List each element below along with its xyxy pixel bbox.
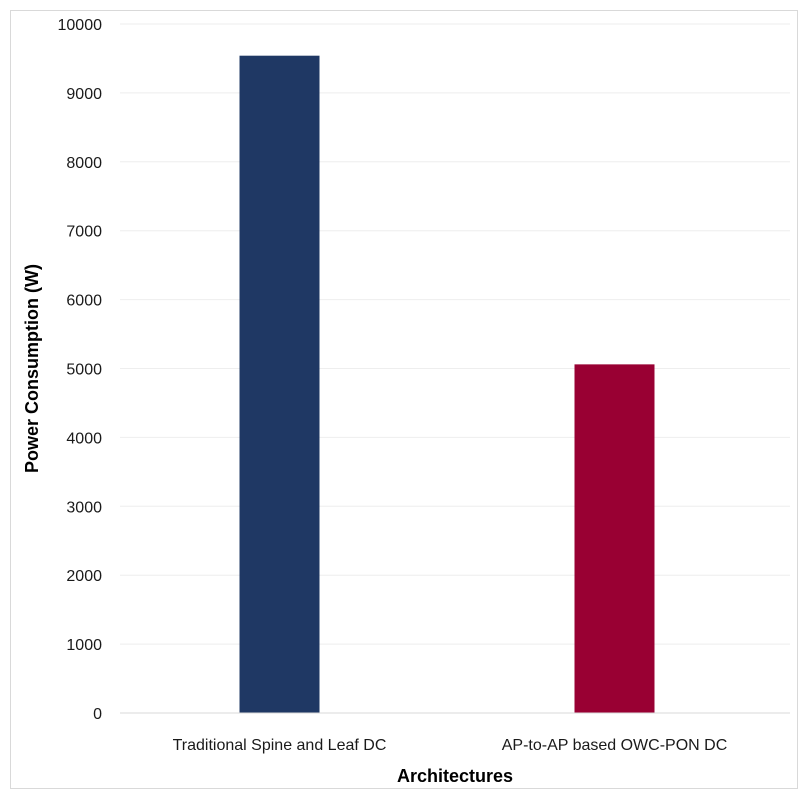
gridlines (120, 23, 790, 645)
y-tick-label: 1000 (66, 637, 102, 654)
y-tick-label: 5000 (66, 362, 102, 379)
bar-2 (574, 364, 655, 713)
y-tick-labels: 0 1000 2000 3000 4000 5000 6000 7000 8000 9000 100… (58, 17, 103, 723)
y-tick-label: 3000 (66, 499, 102, 516)
y-tick-label: 9000 (66, 86, 102, 103)
y-axis-title: Power Consumption (W) (22, 264, 42, 473)
y-tick-label: 8000 (66, 155, 102, 172)
x-category-label: Traditional Spine and Leaf DC (173, 737, 387, 754)
y-tick-label: 2000 (66, 568, 102, 585)
chart-frame (10, 10, 798, 789)
y-tick-label: 7000 (66, 224, 102, 241)
x-category-labels: Traditional Spine and Leaf DC AP-to-AP ba… (173, 737, 728, 754)
x-axis-title: Architectures (397, 766, 513, 786)
bar-1 (239, 55, 320, 714)
x-category-label: AP-to-AP based OWC-PON DC (502, 737, 728, 754)
bars (239, 55, 655, 714)
y-tick-label: 4000 (66, 430, 102, 447)
y-tick-label: 0 (93, 706, 102, 723)
y-tick-label: 10000 (58, 17, 103, 34)
y-tick-label: 6000 (66, 293, 102, 310)
